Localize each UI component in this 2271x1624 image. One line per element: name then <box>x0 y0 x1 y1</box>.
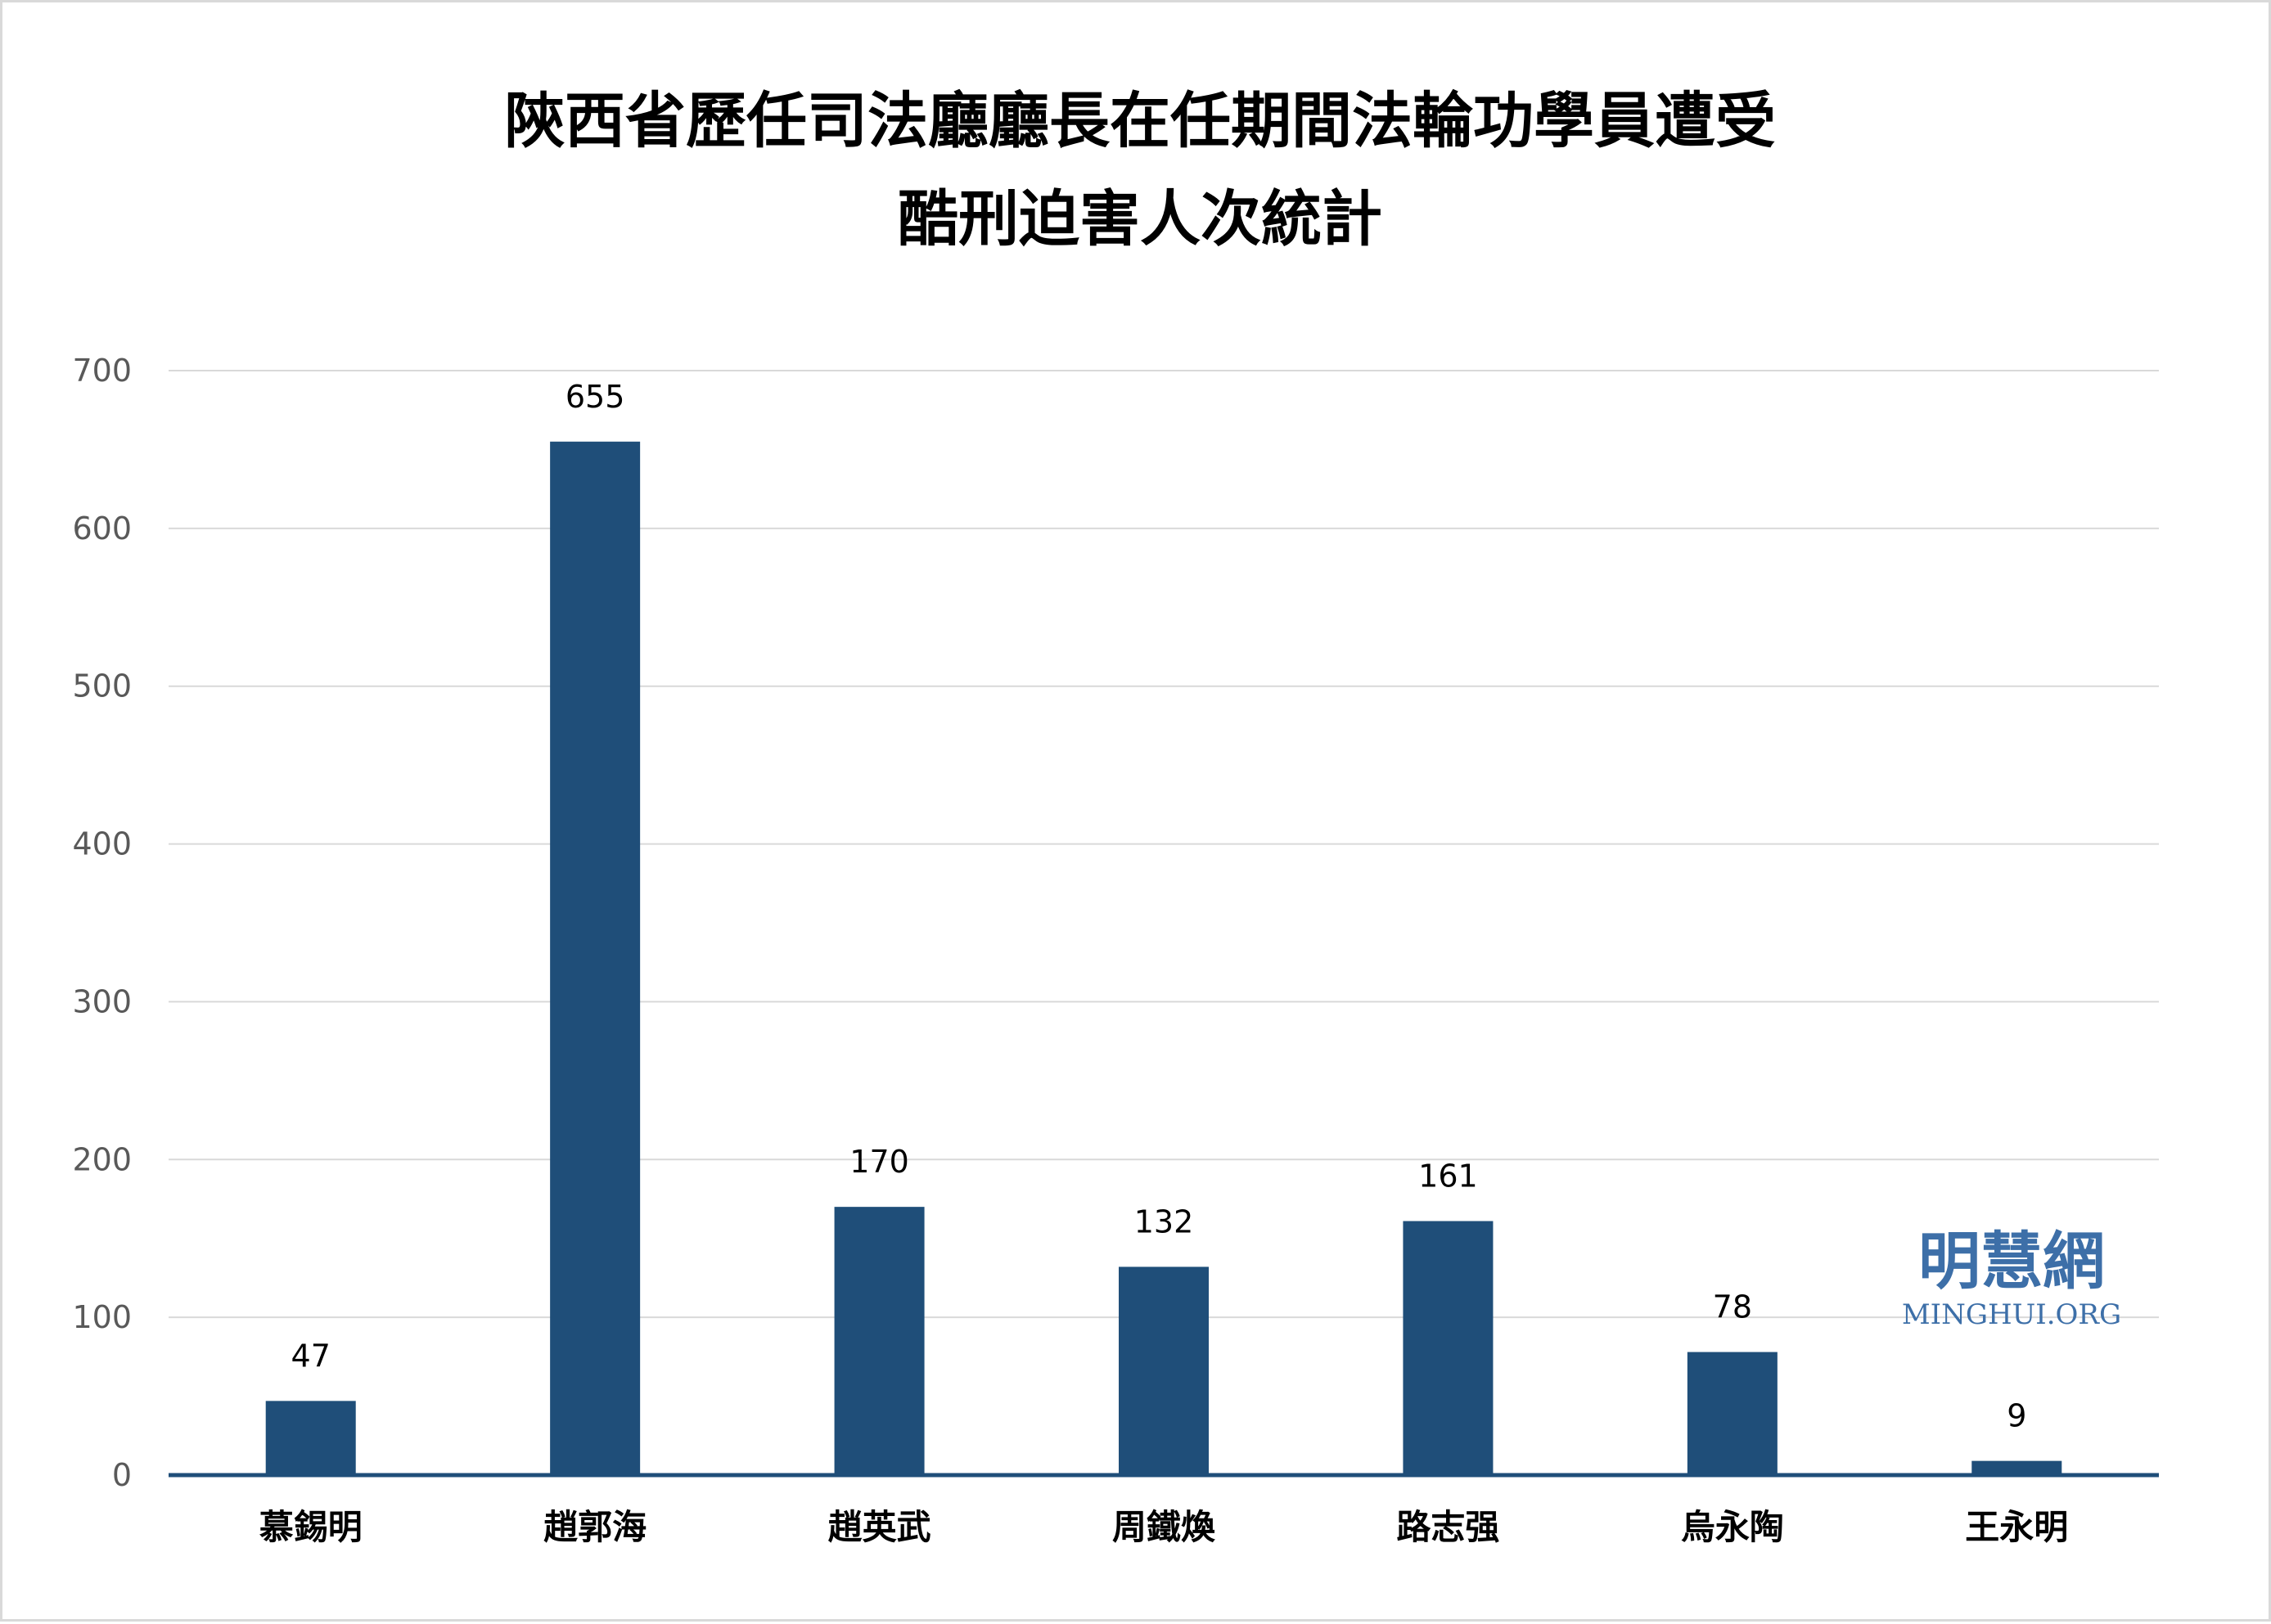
bar <box>550 441 641 1476</box>
x-tick-label: 王永明 <box>1965 1507 2068 1547</box>
y-tick-label: 500 <box>72 668 132 704</box>
x-tick-label: 路志强 <box>1396 1507 1499 1547</box>
x-tick-label: 慕錫明 <box>259 1507 363 1547</box>
y-tick-label: 0 <box>112 1457 132 1493</box>
bar <box>265 1401 356 1475</box>
x-tick-label: 周鐵煥 <box>1112 1507 1215 1547</box>
bar <box>1403 1221 1494 1475</box>
chart-subtitle: 酷刑迫害人次統計 <box>898 184 1382 254</box>
y-tick-label: 400 <box>72 826 132 862</box>
data-label: 170 <box>849 1144 909 1180</box>
data-label: 655 <box>565 379 625 415</box>
data-label: 132 <box>1134 1203 1194 1239</box>
y-tick-label: 600 <box>72 511 132 547</box>
watermark-latin: MINGHUI.ORG <box>1902 1298 2121 1331</box>
y-tick-label: 200 <box>72 1141 132 1177</box>
watermark-chinese: 明慧網 <box>1918 1225 2105 1298</box>
y-tick-label: 700 <box>72 353 132 389</box>
data-label: 9 <box>2007 1398 2026 1434</box>
bar <box>1119 1266 1209 1475</box>
data-label: 78 <box>1713 1289 1752 1325</box>
y-tick-label: 100 <box>72 1299 132 1335</box>
y-tick-label: 300 <box>72 983 132 1019</box>
bar <box>1971 1460 2062 1475</box>
x-tick-label: 趙郭海 <box>543 1507 647 1547</box>
chart-title: 陝西省歷任司法廳廳長在任期間法輪功學員遭受 <box>504 86 1776 156</box>
data-label: 47 <box>291 1338 331 1374</box>
x-tick-label: 烏永陶 <box>1681 1507 1784 1547</box>
minghui-watermark: 明慧網 MINGHUI.ORG <box>1902 1225 2121 1331</box>
bar <box>1687 1352 1778 1475</box>
data-label: 161 <box>1418 1158 1478 1194</box>
bar <box>834 1207 925 1475</box>
x-tick-label: 趙英武 <box>828 1507 931 1547</box>
